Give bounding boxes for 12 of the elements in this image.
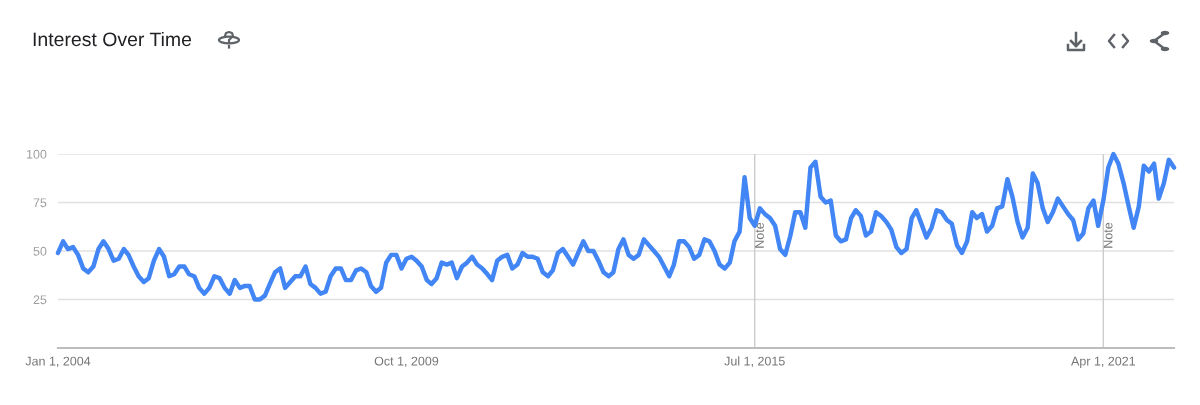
- x-tick-label: Oct 1, 2009: [374, 356, 439, 367]
- chart-title: Interest Over Time: [33, 31, 192, 47]
- y-tick-label: 100: [26, 149, 47, 159]
- x-tick-label: Apr 1, 2021: [1071, 356, 1136, 368]
- y-tick-label: 25: [33, 295, 47, 305]
- ref-line-label: Note: [755, 222, 764, 248]
- line-series: [55, 151, 1177, 302]
- x-tick-label: Jul 1, 2015: [724, 356, 785, 367]
- y-tick-label: 75: [33, 198, 47, 208]
- x-tick-label: Jan 1, 2004: [25, 356, 91, 367]
- y-tick-label: 50: [33, 246, 47, 256]
- ref-line-label: Note: [1103, 222, 1113, 248]
